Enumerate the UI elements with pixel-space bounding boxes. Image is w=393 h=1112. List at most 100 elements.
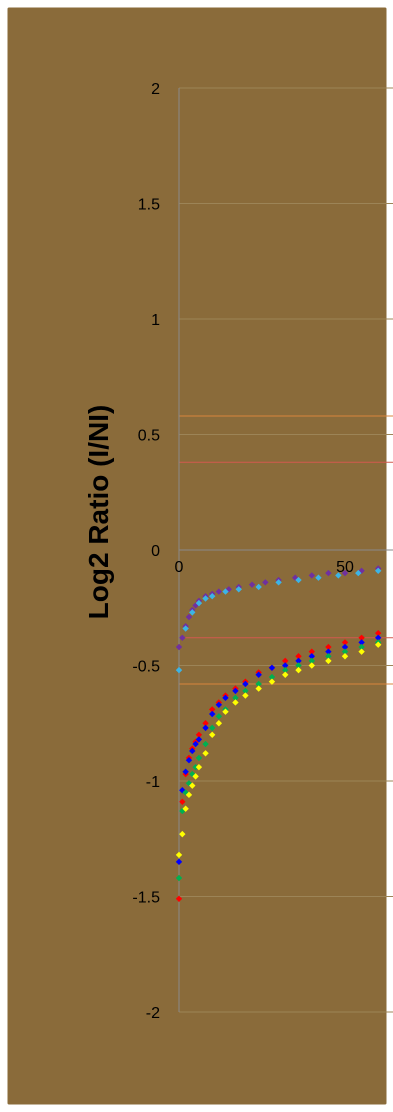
data-point-s4-18 <box>325 653 332 660</box>
data-point-s1-7 <box>235 586 242 593</box>
data-point-s4-3 <box>185 780 193 787</box>
data-point-s0-5 <box>192 602 199 609</box>
data-point-s0-16 <box>308 572 315 579</box>
data-point-s3-6 <box>195 736 203 743</box>
data-point-s5-1 <box>179 830 186 838</box>
data-point-s2-7 <box>202 720 209 727</box>
data-point-s5-12 <box>242 692 249 699</box>
data-point-s1-13 <box>355 569 362 577</box>
data-point-s1-4 <box>202 595 209 602</box>
data-point-s5-11 <box>232 699 239 706</box>
data-point-s2-6 <box>195 731 203 738</box>
data-point-s1-1 <box>182 625 189 632</box>
data-point-s1-3 <box>195 599 203 607</box>
data-point-s5-20 <box>358 648 365 655</box>
x-tick-label: 0 <box>175 559 184 576</box>
data-point-s2-0 <box>175 895 183 903</box>
data-point-s3-11 <box>232 687 239 695</box>
data-point-s4-5 <box>192 763 199 771</box>
data-point-s3-8 <box>209 710 216 718</box>
y-tick-label: 0 <box>151 543 160 560</box>
data-point-s1-2 <box>189 609 196 616</box>
data-point-s4-7 <box>202 740 209 748</box>
y-tick-label: 1.5 <box>138 197 160 214</box>
data-point-s4-14 <box>268 673 276 681</box>
data-point-s4-20 <box>358 643 365 651</box>
data-point-s3-14 <box>268 664 276 672</box>
data-point-s0-13 <box>262 579 269 586</box>
data-point-s1-5 <box>209 593 216 600</box>
data-point-s2-15 <box>282 657 289 665</box>
data-point-s4-9 <box>215 713 223 720</box>
data-point-s3-19 <box>341 643 349 651</box>
data-point-s1-9 <box>275 579 282 586</box>
data-point-s5-8 <box>209 731 216 738</box>
chart-background <box>6 6 388 1106</box>
data-point-s2-18 <box>325 643 332 651</box>
data-point-s3-13 <box>255 671 262 678</box>
data-point-s5-3 <box>185 791 193 799</box>
y-tick-label: -1.5 <box>132 890 160 907</box>
data-point-s1-0 <box>175 666 183 674</box>
data-point-s0-18 <box>341 569 349 577</box>
y-tick-label: 0.5 <box>138 428 160 445</box>
data-point-s2-16 <box>295 653 302 660</box>
data-point-s3-0 <box>175 858 183 866</box>
y-tick-labels: 2 1.5 1 0.5 0 -0.5 -1 -1.5 -2 <box>132 81 160 1022</box>
data-point-s2-1 <box>179 798 186 805</box>
data-point-s3-7 <box>202 724 209 732</box>
data-point-s4-6 <box>195 754 203 762</box>
data-point-s4-0 <box>175 874 183 882</box>
x-tick-labels: 0 50 <box>175 559 354 576</box>
data-point-s0-12 <box>248 581 256 588</box>
data-point-s5-5 <box>192 773 199 780</box>
data-point-s3-3 <box>185 757 193 764</box>
data-point-s5-0 <box>175 851 183 859</box>
data-point-s5-14 <box>268 678 276 685</box>
data-point-s1-11 <box>315 574 322 581</box>
data-point-s4-13 <box>255 680 262 688</box>
data-point-s2-17 <box>308 648 315 655</box>
data-point-s3-4 <box>189 747 196 755</box>
data-point-s5-6 <box>195 763 203 771</box>
data-point-s5-18 <box>325 657 332 665</box>
data-points <box>175 565 382 903</box>
data-point-s3-18 <box>325 648 332 655</box>
data-point-s1-8 <box>255 583 262 591</box>
data-point-s2-20 <box>358 634 365 641</box>
data-point-s1-6 <box>222 588 229 595</box>
y-axis-label: Log2 Ratio (I/NI) <box>83 405 114 620</box>
data-point-s3-9 <box>215 701 223 708</box>
data-point-s3-17 <box>308 653 315 660</box>
data-point-s4-2 <box>182 789 189 796</box>
data-point-s5-4 <box>189 782 196 789</box>
data-point-s4-1 <box>179 807 186 815</box>
data-point-s4-15 <box>282 666 289 674</box>
data-point-s0-19 <box>358 567 365 574</box>
x-tick-label: 50 <box>336 559 354 576</box>
data-point-s5-16 <box>295 666 302 674</box>
data-point-s3-16 <box>295 657 302 665</box>
data-point-s5-17 <box>308 662 315 669</box>
data-point-s0-9 <box>215 588 223 595</box>
data-point-s4-8 <box>209 724 216 732</box>
y-tick-label: 2 <box>151 81 160 98</box>
data-point-s2-21 <box>375 629 382 637</box>
data-point-s0-1 <box>179 634 186 641</box>
data-point-s0-0 <box>175 643 183 651</box>
data-point-s3-15 <box>282 662 289 669</box>
data-point-s5-2 <box>182 805 189 812</box>
y-tick-label: -1 <box>146 774 160 791</box>
data-point-s5-19 <box>341 653 349 660</box>
y-tick-label: 1 <box>151 312 160 329</box>
data-point-s1-12 <box>335 572 342 579</box>
data-point-s5-15 <box>282 671 289 678</box>
y-tick-label: -2 <box>146 1005 160 1022</box>
data-point-s0-3 <box>185 613 193 621</box>
data-point-s5-9 <box>215 720 223 727</box>
data-point-s4-12 <box>242 687 249 695</box>
y-tick-label: -0.5 <box>132 659 160 676</box>
data-point-s3-12 <box>242 680 249 688</box>
